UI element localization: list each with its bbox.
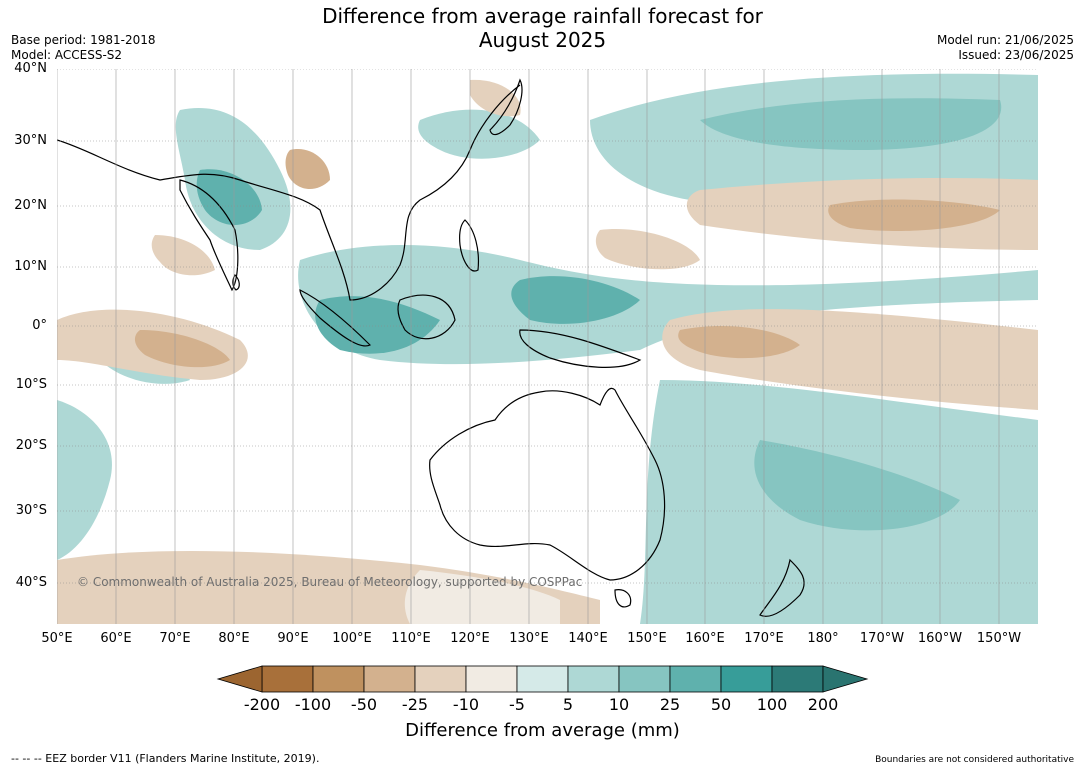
borneo-coast <box>397 294 456 340</box>
colorbar-label: Difference from average (mm) <box>405 720 680 741</box>
latitude-label: 10°N <box>14 259 47 274</box>
colorbar-tick-label: 5 <box>562 695 574 714</box>
colorbar-bin <box>567 665 620 693</box>
coastlines <box>57 78 805 617</box>
map-title: Difference from average rainfall forecas… <box>0 4 1085 52</box>
colorbar-tick-label: -100 <box>294 695 332 714</box>
colorbar-bin <box>669 665 722 693</box>
meta-left: Base period: 1981-2018 Model: ACCESS-S2 <box>11 33 156 63</box>
longitude-label: 130°E <box>509 631 549 646</box>
longitude-label: 140°E <box>568 631 608 646</box>
colorbar-tick-label: 50 <box>710 695 732 714</box>
colorbar-tick-label: -5 <box>509 695 525 714</box>
colorbar-bin <box>312 665 365 693</box>
colorbar-tick-label: 200 <box>807 695 839 714</box>
longitude-label: 170°E <box>744 631 784 646</box>
longitude-label: 110°E <box>391 631 431 646</box>
latitude-label: 40°N <box>14 61 47 76</box>
japan-coast <box>489 78 523 136</box>
colorbar-tick-label: 10 <box>608 695 630 714</box>
colorbar-tick-label: -25 <box>401 695 429 714</box>
india-coast <box>179 179 239 292</box>
longitude-label: 70°E <box>159 631 191 646</box>
australia-coast <box>429 387 666 581</box>
title-line-2: August 2025 <box>478 28 607 52</box>
copyright-notice: © Commonwealth of Australia 2025, Bureau… <box>77 575 583 589</box>
colorbar-extend-low <box>216 665 263 693</box>
colorbar-bin <box>516 665 569 693</box>
meta-right: Model run: 21/06/2025 Issued: 23/06/2025 <box>937 33 1074 63</box>
latitude-label: 0° <box>32 318 47 333</box>
issued-date: Issued: 23/06/2025 <box>958 48 1074 62</box>
colorbar-tick-label: -50 <box>350 695 378 714</box>
longitude-label: 160°W <box>917 631 963 646</box>
latitude-label: 20°S <box>15 438 47 453</box>
model-name: Model: ACCESS-S2 <box>11 48 123 62</box>
longitude-label: 160°E <box>685 631 725 646</box>
latitude-label: 30°S <box>15 503 47 518</box>
colorbar <box>216 665 869 693</box>
latitude-label: 20°N <box>14 198 47 213</box>
sri-lanka-coast <box>232 274 240 291</box>
longitude-label: 50°E <box>41 631 73 646</box>
longitude-label: 150°W <box>976 631 1022 646</box>
colorbar-tick-label: -200 <box>243 695 281 714</box>
eez-footnote: -- -- -- EEZ border V11 (Flanders Marine… <box>11 752 320 765</box>
new-guinea-coast <box>519 329 642 368</box>
colorbar-bin <box>771 665 824 693</box>
colorbar-tick-label: 25 <box>659 695 681 714</box>
colorbar-bin <box>414 665 467 693</box>
wet-anomaly-maritime <box>298 245 1038 365</box>
longitude-label: 100°E <box>332 631 372 646</box>
rainfall-field <box>57 69 1038 624</box>
sumatra-coast <box>299 289 372 347</box>
colorbar-bin <box>618 665 671 693</box>
asia-coast <box>57 84 521 301</box>
latitude-label: 40°S <box>15 575 47 590</box>
colorbar-bin <box>720 665 773 693</box>
longitude-label: 150°E <box>627 631 667 646</box>
latitude-label: 30°N <box>14 133 47 148</box>
colorbar-bin <box>465 665 518 693</box>
longitude-label: 90°E <box>277 631 309 646</box>
colorbar-bin <box>261 665 314 693</box>
longitude-label: 120°E <box>450 631 490 646</box>
longitude-label: 180° <box>807 631 839 646</box>
meridians <box>57 69 1000 624</box>
tasmania-coast <box>614 589 632 608</box>
colorbar-tick-label: -10 <box>452 695 480 714</box>
model-run: Model run: 21/06/2025 <box>936 33 1074 47</box>
base-period: Base period: 1981-2018 <box>11 33 156 47</box>
longitude-label: 80°E <box>218 631 250 646</box>
title-line-1: Difference from average rainfall forecas… <box>322 4 763 28</box>
longitude-label: 170°W <box>859 631 905 646</box>
colorbar-extend-high <box>822 665 869 693</box>
new-zealand-coast <box>759 558 805 617</box>
colorbar-tick-label: 100 <box>756 695 788 714</box>
philippines-coast <box>459 219 480 272</box>
longitude-label: 60°E <box>100 631 132 646</box>
latitude-label: 10°S <box>15 377 47 392</box>
boundaries-disclaimer: Boundaries are not considered authoritat… <box>875 755 1074 765</box>
colorbar-bin <box>363 665 416 693</box>
